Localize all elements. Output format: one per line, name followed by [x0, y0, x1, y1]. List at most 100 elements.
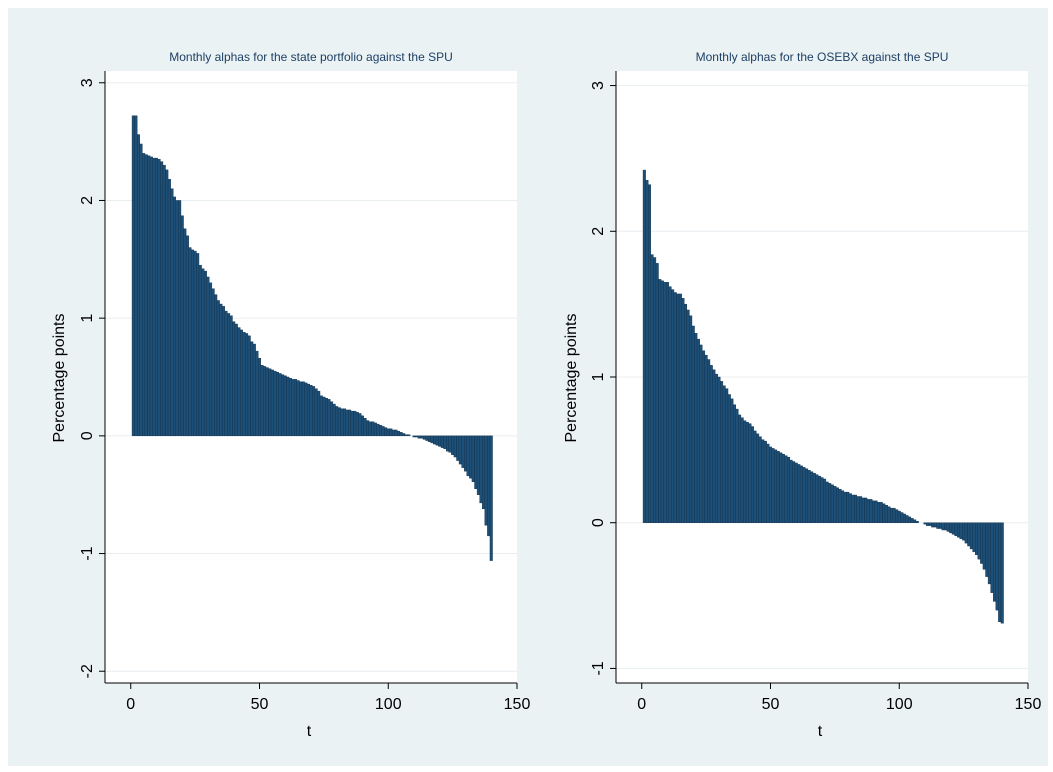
bar-right-118 [944, 522, 948, 531]
bar-left-17 [173, 196, 177, 437]
bar-right-121 [951, 522, 955, 535]
bar-right-131 [977, 522, 981, 560]
bar-left-88 [355, 412, 359, 437]
bar-right-42 [748, 423, 752, 523]
bars-right [642, 169, 1004, 624]
bar-right-61 [797, 464, 801, 523]
bar-right-96 [887, 506, 891, 523]
bar-right-60 [794, 462, 798, 523]
bar-left-70 [309, 385, 313, 437]
bar-left-44 [242, 332, 246, 437]
bar-left-86 [350, 410, 354, 437]
bar-right-105 [910, 518, 914, 523]
bar-left-74 [319, 395, 323, 437]
bar-left-106 [402, 433, 406, 437]
bar-left-116 [427, 435, 431, 442]
bar-right-132 [980, 522, 984, 564]
x-tick-label-right-3: 150 [1015, 696, 1042, 713]
bar-right-126 [964, 522, 968, 544]
bar-right-16 [681, 298, 685, 523]
bar-right-6 [655, 263, 659, 523]
y-tick-label-left-2: 0 [79, 431, 96, 440]
bar-left-84 [345, 409, 349, 437]
bar-left-120 [438, 435, 442, 447]
bar-left-135 [476, 435, 480, 495]
bar-left-123 [445, 435, 449, 452]
bar-left-40 [232, 321, 236, 437]
bar-left-122 [443, 435, 447, 450]
chart-title-right: Monthly alphas for the OSEBX against the… [696, 50, 949, 64]
bar-right-43 [750, 426, 754, 523]
bar-left-89 [358, 413, 362, 437]
bar-left-99 [384, 427, 388, 437]
bar-right-82 [851, 494, 855, 523]
bar-left-28 [201, 268, 205, 437]
bar-left-91 [363, 417, 367, 437]
bar-left-39 [229, 315, 233, 437]
bar-right-38 [738, 414, 742, 523]
bar-left-10 [155, 157, 158, 437]
bar-left-58 [278, 373, 282, 437]
bar-right-128 [969, 522, 973, 550]
bar-left-115 [425, 435, 429, 441]
x-axis-label-right: t [818, 723, 823, 740]
bar-right-137 [993, 522, 997, 602]
bar-right-8 [660, 280, 664, 523]
bar-left-52 [263, 366, 267, 437]
bar-right-15 [678, 293, 682, 523]
bar-left-66 [299, 381, 303, 437]
bar-right-83 [853, 494, 857, 523]
bar-left-95 [373, 422, 377, 437]
bar-right-27 [709, 365, 713, 523]
bar-left-63 [291, 379, 295, 437]
bar-right-88 [866, 499, 870, 523]
bar-left-50 [258, 357, 261, 437]
bar-left-59 [281, 374, 285, 437]
bar-right-95 [884, 505, 888, 523]
bar-left-33 [214, 294, 218, 437]
bar-left-138 [484, 435, 488, 526]
bar-left-104 [397, 430, 401, 437]
chart-title-left: Monthly alphas for the state portfolio a… [169, 50, 453, 64]
y-axis-left: -2 -1 0 1 2 3 [79, 71, 106, 683]
x-tick-label-right-2: 100 [886, 696, 913, 713]
bar-left-111 [415, 435, 419, 438]
bar-right-50 [769, 446, 772, 523]
bar-right-123 [956, 522, 960, 538]
bar-left-41 [234, 323, 238, 437]
bar-right-24 [702, 350, 706, 523]
bar-right-37 [735, 408, 739, 523]
bar-left-12 [160, 161, 164, 437]
bar-left-114 [422, 435, 426, 440]
bar-left-98 [381, 426, 385, 437]
bar-right-80 [846, 491, 850, 523]
bar-right-90 [872, 500, 875, 523]
bar-left-2 [134, 115, 138, 437]
bar-left-118 [433, 435, 437, 445]
x-axis-left: 0 50 100 150 [105, 682, 530, 713]
bar-left-96 [376, 423, 380, 437]
bar-left-105 [399, 432, 403, 437]
bar-left-103 [394, 429, 398, 437]
bar-left-5 [142, 153, 146, 437]
bar-left-110 [412, 435, 416, 438]
bar-left-31 [209, 282, 213, 437]
bar-left-49 [255, 350, 259, 437]
bar-left-42 [237, 327, 241, 437]
y-axis-label-left: Percentage points [51, 314, 68, 443]
bar-right-139 [998, 522, 1002, 623]
bar-right-20 [691, 325, 695, 523]
bar-left-92 [366, 420, 370, 437]
bar-right-5 [653, 257, 657, 523]
bar-left-22 [185, 235, 189, 437]
bar-right-79 [843, 491, 847, 523]
bar-right-54 [779, 452, 783, 523]
bar-left-68 [304, 382, 308, 437]
x-tick-label-left-0: 0 [126, 696, 135, 713]
x-tick-label-left-2: 100 [375, 696, 402, 713]
bar-left-46 [247, 335, 251, 437]
bar-left-81 [337, 407, 341, 437]
bar-right-4 [650, 254, 654, 523]
bar-left-139 [487, 435, 491, 537]
bar-right-98 [892, 507, 896, 523]
